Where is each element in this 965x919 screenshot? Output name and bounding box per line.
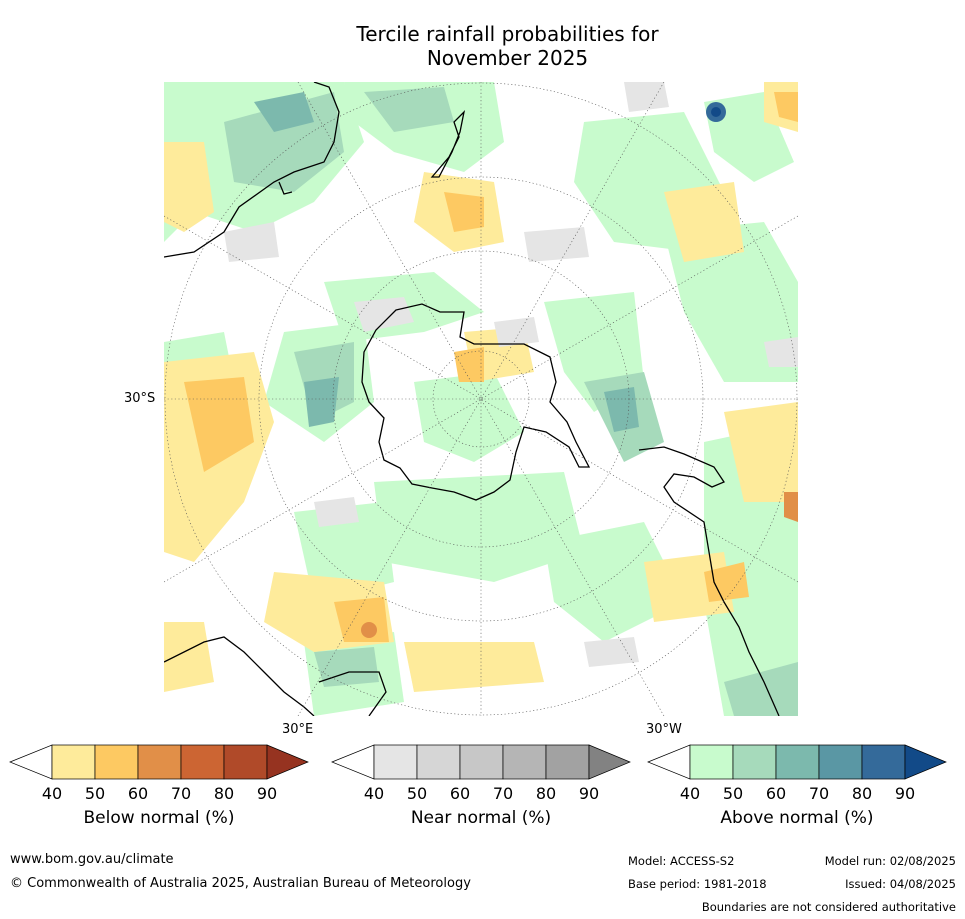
cb-near-tick: 90 — [578, 784, 600, 803]
cb-above-tick: 80 — [851, 784, 873, 803]
cb-below-tick: 70 — [170, 784, 192, 803]
cb-below-swatch-0 — [9, 744, 53, 780]
footer-model-run: Model run: 02/08/2025 — [824, 854, 956, 868]
cb-near-tick: 70 — [492, 784, 514, 803]
title-line-1: Tercile rainfall probabilities for — [356, 22, 659, 46]
colorbar-below-ticks: 40 50 60 70 80 90 — [8, 784, 310, 804]
cb-near-swatch-5 — [545, 744, 590, 780]
cb-above-tick: 60 — [765, 784, 787, 803]
cb-below-tick: 50 — [84, 784, 106, 803]
cb-above-swatch-5 — [861, 744, 906, 780]
cb-near-swatch-1 — [373, 744, 418, 780]
colorbar-below-normal: 40 50 60 70 80 90 Below normal (%) — [8, 744, 310, 834]
cb-below-swatch-3 — [137, 744, 182, 780]
cb-below-swatch-1 — [51, 744, 96, 780]
cb-near-swatch-0 — [331, 744, 375, 780]
cb-below-tick: 60 — [127, 784, 149, 803]
map-canvas — [164, 82, 798, 716]
colorbar-above-ticks: 40 50 60 70 80 90 — [646, 784, 948, 804]
lon-30w-label: 30°W — [646, 722, 682, 737]
cb-below-swatch-5 — [223, 744, 268, 780]
lon-30e-label: 30°E — [282, 722, 314, 737]
footer-copyright: © Commonwealth of Australia 2025, Austra… — [10, 876, 471, 891]
footer-url[interactable]: www.bom.gov.au/climate — [10, 852, 174, 867]
footer-base-period: Base period: 1981-2018 — [628, 877, 767, 891]
colorbar-near-label: Near normal (%) — [410, 808, 552, 828]
cb-above-swatch-2 — [732, 744, 777, 780]
colorbar-near-normal: 40 50 60 70 80 90 Near normal (%) — [330, 744, 632, 834]
colorbar-above-normal: 40 50 60 70 80 90 Above normal (%) — [646, 744, 948, 834]
cb-above-tick: 90 — [894, 784, 916, 803]
title-line-2: November 2025 — [426, 46, 589, 70]
cb-below-tick: 80 — [213, 784, 235, 803]
map-title: Tercile rainfall probabilities for Novem… — [0, 22, 965, 70]
cb-above-swatch-3 — [775, 744, 820, 780]
cb-near-swatch-3 — [459, 744, 504, 780]
lat-30s-label: 30°S — [124, 391, 156, 406]
graticule — [164, 82, 798, 716]
cb-near-swatch-4 — [502, 744, 547, 780]
cb-above-swatch-1 — [689, 744, 734, 780]
colorbar-above-swatches — [647, 744, 947, 780]
cb-below-swatch-4 — [180, 744, 225, 780]
colorbar-near-ticks: 40 50 60 70 80 90 — [330, 784, 632, 804]
cb-near-swatch-2 — [416, 744, 461, 780]
cb-below-swatch-6 — [266, 744, 309, 780]
cb-below-swatch-2 — [94, 744, 139, 780]
cb-near-tick: 50 — [406, 784, 428, 803]
cb-above-tick: 70 — [808, 784, 830, 803]
colorbar-below-swatches — [9, 744, 309, 780]
cb-near-tick: 80 — [535, 784, 557, 803]
cb-below-tick: 40 — [41, 784, 63, 803]
colorbar-above-label: Above normal (%) — [720, 808, 874, 828]
cb-near-tick: 40 — [363, 784, 385, 803]
cb-near-swatch-6 — [588, 744, 631, 780]
cb-above-swatch-6 — [904, 744, 947, 780]
coastlines — [164, 82, 780, 716]
rainfall-probability-field — [164, 82, 798, 716]
cb-above-swatch-4 — [818, 744, 863, 780]
cb-below-tick: 90 — [256, 784, 278, 803]
cb-near-tick: 60 — [449, 784, 471, 803]
footer-disclaimer: Boundaries are not considered authoritat… — [701, 900, 956, 914]
colorbar-near-swatches — [331, 744, 631, 780]
colorbar-below-label: Below normal (%) — [83, 808, 235, 828]
cb-above-swatch-0 — [647, 744, 691, 780]
polar-map — [164, 82, 798, 716]
cb-above-tick: 40 — [679, 784, 701, 803]
footer-issued: Issued: 04/08/2025 — [845, 877, 956, 891]
cb-above-tick: 50 — [722, 784, 744, 803]
footer-model: Model: ACCESS-S2 — [628, 854, 735, 868]
